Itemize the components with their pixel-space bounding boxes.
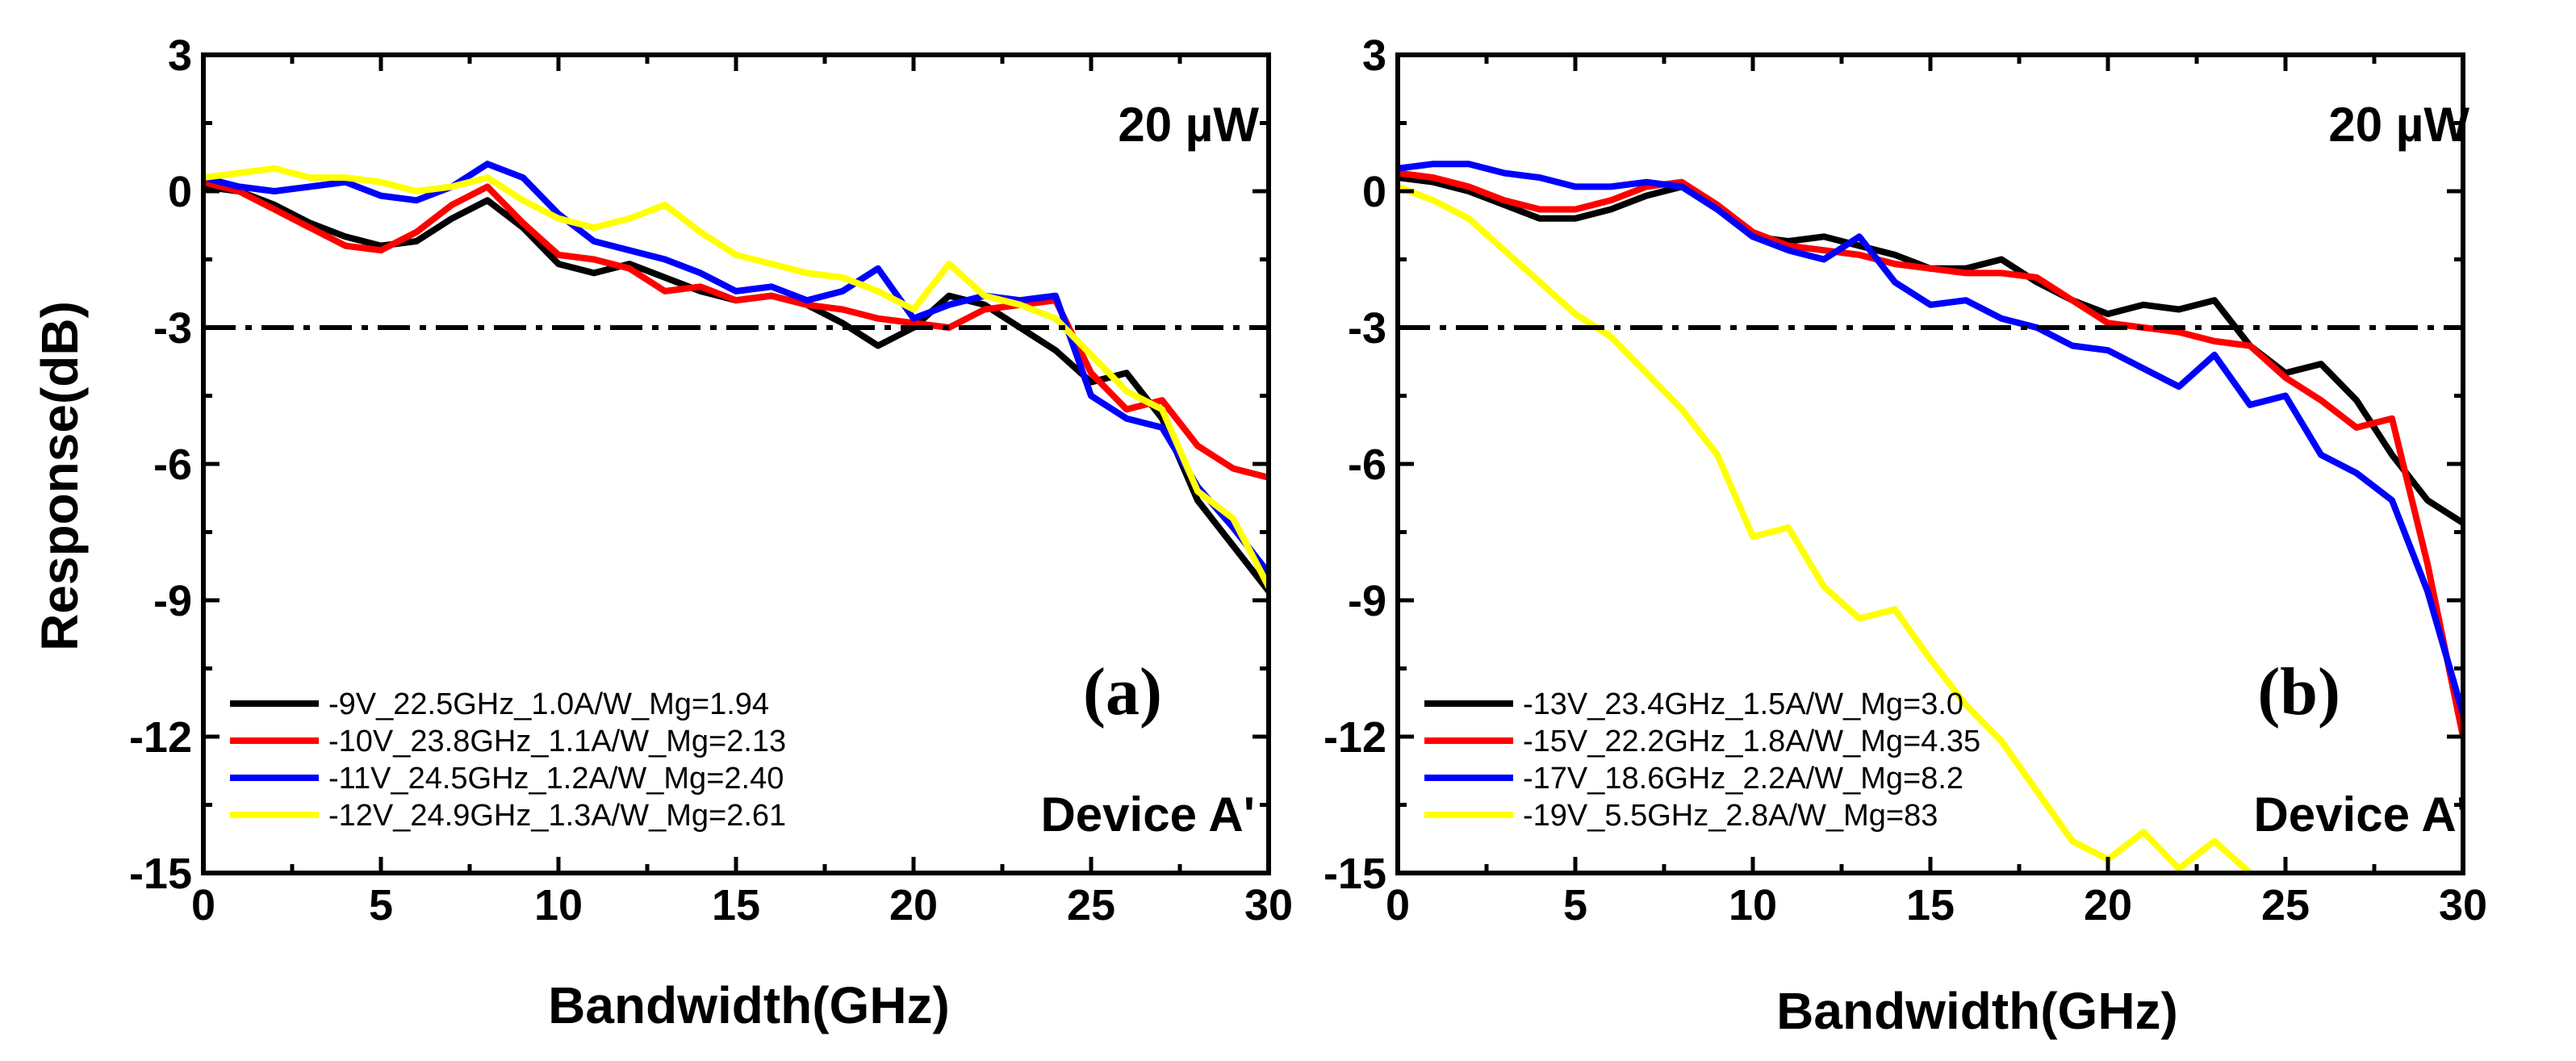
y-tick-label-a: 0 (168, 168, 192, 216)
x-tick-label-a: 0 (191, 881, 215, 929)
x-tick-label-a: 15 (712, 881, 760, 929)
legend-label-a: -12V_24.9GHz_1.3A/W_Mg=2.61 (328, 799, 786, 833)
x-tick-label-a: 30 (1244, 881, 1293, 929)
y-tick-label-a: 3 (168, 31, 192, 80)
x-tick-label-b: 15 (1906, 881, 1955, 929)
legend-label-b: -17V_18.6GHz_2.2A/W_Mg=8.2 (1523, 762, 1963, 796)
panel-label-a: (a) (1083, 654, 1162, 729)
y-tick-label-b: -3 (1348, 304, 1386, 353)
y-tick-label-b: 3 (1362, 31, 1386, 80)
series-line-a-2 (203, 178, 1269, 481)
y-tick-label-a: -9 (153, 577, 192, 625)
power-label-b: 20 µW (2328, 98, 2469, 152)
series-line-b-2 (1398, 169, 2463, 740)
y-tick-label-b: -15 (1324, 850, 1386, 898)
x-tick-label-a: 20 (889, 881, 938, 929)
legend-label-a: -11V_24.5GHz_1.2A/W_Mg=2.40 (328, 762, 784, 796)
x-tick-label-b: 30 (2439, 881, 2487, 929)
device-label-a: Device A' (1040, 787, 1255, 842)
x-tick-label-a: 5 (369, 881, 393, 929)
legend-label-a: -9V_22.5GHz_1.0A/W_Mg=1.94 (328, 687, 769, 721)
legend-a: -9V_22.5GHz_1.0A/W_Mg=1.94 -10V_23.8GHz_1… (230, 687, 786, 833)
y-tick-label-b: -6 (1348, 441, 1386, 489)
series-line-b-1 (1398, 174, 2463, 527)
x-axis-title-b: Bandwidth(GHz) (1776, 982, 2178, 1040)
panel-label-b: (b) (2257, 654, 2340, 729)
y-tick-label-a: -15 (129, 850, 192, 898)
legend-label-b: -15V_22.2GHz_1.8A/W_Mg=4.35 (1523, 725, 1980, 758)
x-tick-label-a: 25 (1067, 881, 1115, 929)
series-line-a-4 (203, 165, 1269, 591)
x-axis-title-a: Bandwidth(GHz) (548, 976, 950, 1034)
series-line-b-3 (1398, 161, 2463, 717)
x-tick-label-b: 0 (1386, 881, 1410, 929)
series-line-a-3 (203, 161, 1269, 577)
power-label-a: 20 µW (1118, 98, 1259, 152)
x-tick-label-b: 25 (2261, 881, 2310, 929)
legend-b: -13V_23.4GHz_1.5A/W_Mg=3.0 -15V_22.2GHz_1… (1424, 687, 1980, 833)
legend-label-b: -13V_23.4GHz_1.5A/W_Mg=3.0 (1523, 687, 1963, 721)
y-tick-label-a: -12 (129, 713, 192, 762)
x-tick-label-a: 10 (534, 881, 583, 929)
y-tick-label-b: -12 (1324, 713, 1386, 762)
x-tick-label-b: 10 (1729, 881, 1777, 929)
y-tick-label-b: -9 (1348, 577, 1386, 625)
legend-label-a: -10V_23.8GHz_1.1A/W_Mg=2.13 (328, 725, 786, 758)
legend-label-b: -19V_5.5GHz_2.8A/W_Mg=83 (1523, 799, 1938, 833)
y-axis-title: Response(dB) (31, 301, 89, 651)
y-tick-label-b: 0 (1362, 168, 1386, 216)
device-label-b: Device A' (2253, 787, 2468, 842)
x-tick-label-b: 20 (2084, 881, 2132, 929)
series-layer-a (203, 161, 1269, 595)
y-tick-label-a: -3 (153, 304, 192, 353)
x-tick-label-b: 5 (1563, 881, 1587, 929)
y-tick-label-a: -6 (153, 441, 192, 489)
